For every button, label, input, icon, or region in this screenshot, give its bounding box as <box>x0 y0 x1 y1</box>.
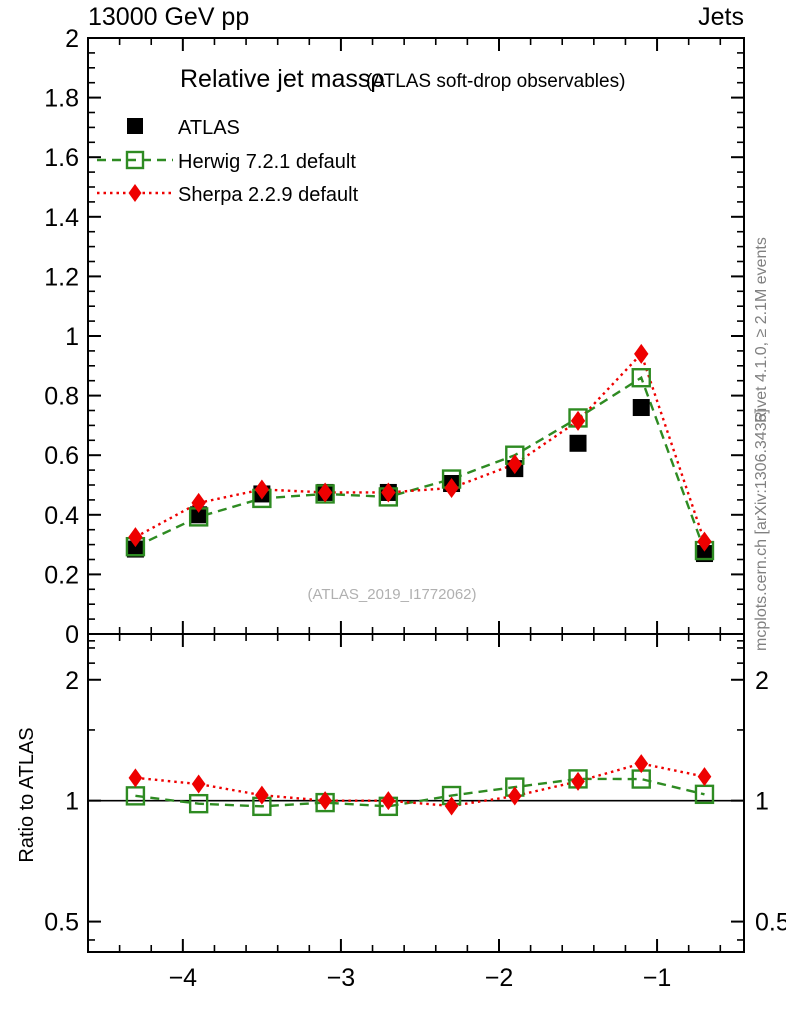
legend-marker-atlas <box>127 118 143 134</box>
sherpa-point <box>381 482 396 503</box>
header-jets-label: Jets <box>698 3 744 31</box>
legend: ATLAS Herwig 7.2.1 default Sherpa 2.2.9 de… <box>97 117 359 206</box>
y-tick-label: 0.4 <box>44 502 79 530</box>
y-tick-label: 1.6 <box>44 144 79 172</box>
legend-marker-herwig <box>125 150 145 170</box>
x-tick-label: −2 <box>485 964 514 992</box>
atlas-point <box>632 399 650 417</box>
atlas-point <box>190 506 208 524</box>
ratio-sherpa-point <box>444 796 459 816</box>
ratio-sherpa-line <box>135 762 705 808</box>
ratio-axis-label: Ratio to ATLAS <box>16 727 38 862</box>
sherpa-point <box>128 527 143 548</box>
sherpa-point <box>634 343 649 364</box>
y-tick-label: 0.6 <box>44 442 79 470</box>
main-panel-axes: 0 0.2 0.4 0.6 0.8 1 1.2 1.4 1.6 1.8 2 <box>44 25 745 649</box>
legend-label-0: ATLAS <box>178 117 240 139</box>
ratio-y-tick-label-right: 0.5 <box>755 909 786 937</box>
ratio-herwig-line <box>135 777 705 808</box>
legend-label-2: Sherpa 2.2.9 default <box>178 184 359 206</box>
y-tick-label: 1.2 <box>44 263 79 291</box>
x-tick-label: −3 <box>327 964 356 992</box>
main-panel-data <box>125 343 715 563</box>
header-beam-label: 13000 GeV pp <box>88 3 249 31</box>
y-tick-label: 2 <box>65 25 79 53</box>
ratio-sherpa-point <box>255 785 269 805</box>
ratio-y-tick-label: 2 <box>65 667 79 695</box>
ratio-sherpa-point <box>507 786 522 806</box>
sherpa-point <box>570 410 586 431</box>
side-label-rivet: Rivet 4.1.0, ≥ 2.1M events <box>753 237 770 423</box>
ratio-y-tick-label-right: 2 <box>755 667 769 695</box>
page-title: Relative jet massρ <box>180 65 385 93</box>
sherpa-point <box>444 477 459 498</box>
x-tick-label: −4 <box>169 964 198 992</box>
ratio-sherpa-point <box>191 774 206 794</box>
ratio-sherpa-point <box>318 791 332 811</box>
legend-label-1: Herwig 7.2.1 default <box>178 151 356 173</box>
y-tick-label: 0.8 <box>44 383 79 411</box>
ratio-sherpa-point <box>128 768 143 788</box>
sherpa-point <box>317 482 333 503</box>
sherpa-point <box>697 531 712 552</box>
atlas-point <box>569 434 587 452</box>
y-tick-label: 0.2 <box>44 561 79 589</box>
sherpa-point <box>507 454 522 475</box>
ratio-y-tick-label: 0.5 <box>44 909 79 937</box>
legend-marker-sherpa <box>128 184 142 202</box>
sherpa-point <box>254 479 270 500</box>
herwig-point <box>631 368 651 388</box>
page-subtitle: (ATLAS soft-drop observables) <box>366 71 625 92</box>
y-tick-label: 1.4 <box>44 204 79 232</box>
ratio-sherpa-point <box>697 767 712 787</box>
ratio-sherpa-point <box>571 771 585 791</box>
y-tick-label: 1 <box>65 323 79 351</box>
ratio-panel-axes: 0.5 0.5 1 1 2 2 −4 −3 −2 −1 <box>44 633 786 992</box>
side-label-mcplots: mcplots.cern.ch [arXiv:1306.3436] <box>753 409 770 651</box>
atlas-point <box>695 545 713 563</box>
ratio-herwig-point <box>188 793 209 814</box>
sherpa-point <box>191 492 206 513</box>
ratio-y-tick-label-right: 1 <box>755 788 769 816</box>
ratio-sherpa-point <box>381 791 396 811</box>
sherpa-line <box>134 351 706 543</box>
ratio-panel-data <box>125 754 715 817</box>
ratio-herwig-point <box>125 786 146 806</box>
ratio-y-tick-label: 1 <box>65 788 79 816</box>
y-tick-label: 0 <box>65 621 79 649</box>
panel-frame <box>87 633 745 953</box>
atlas-point <box>126 540 144 558</box>
ratio-sherpa-point <box>634 754 649 774</box>
analysis-watermark: (ATLAS_2019_I1772062) <box>307 586 476 603</box>
y-tick-label: 1.8 <box>44 85 79 113</box>
x-tick-label: −1 <box>643 964 672 992</box>
